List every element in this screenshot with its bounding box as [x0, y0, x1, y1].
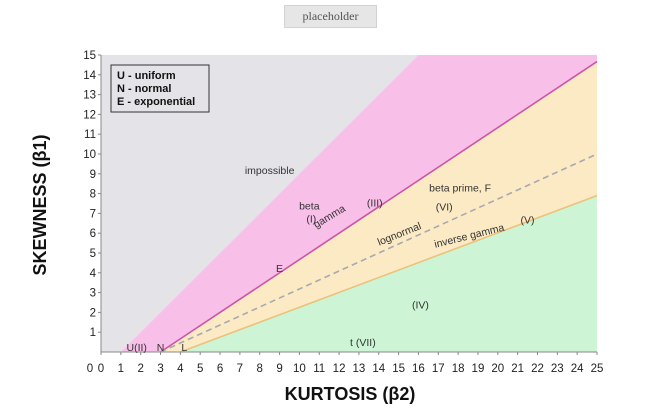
x-tick-label: 19: [472, 363, 485, 375]
origin-tick-label: 0: [87, 363, 93, 375]
gamma-line: [160, 60, 598, 353]
x-tick-label: 3: [157, 363, 163, 375]
y-tick-label: 6: [90, 228, 96, 240]
x-tick-label: 6: [217, 363, 223, 375]
legend-entry: E - exponential: [117, 96, 195, 108]
y-tick-label: 7: [90, 208, 96, 220]
x-tick-label: 9: [276, 363, 282, 375]
region-t-iv: [160, 195, 597, 352]
y-tick-label: 13: [83, 90, 96, 102]
y-tick-label: 14: [83, 70, 96, 82]
x-tick-label: 17: [432, 363, 445, 375]
y-tick-label: 9: [90, 169, 96, 181]
x-tick-label: 5: [197, 363, 203, 375]
y-tick-label: 3: [90, 288, 96, 300]
point-label: L: [181, 342, 187, 354]
annotation-label: (I): [306, 213, 316, 225]
legend-box: [110, 64, 210, 113]
y-axis-title: SKEWNESS (β1): [30, 134, 50, 275]
annotation-label: beta prime, F: [429, 183, 491, 195]
annotation-label: t (VII): [350, 337, 376, 349]
y-tick-label: 2: [90, 307, 96, 319]
x-tick-label: 2: [137, 363, 143, 375]
x-tick-label: 4: [177, 363, 184, 375]
x-tick-label: 18: [452, 363, 465, 375]
y-tick-label: 4: [90, 268, 97, 280]
legend-entry: N - normal: [117, 83, 171, 95]
annotation-label: (III): [367, 197, 383, 209]
x-tick-label: 24: [571, 363, 584, 375]
x-tick-label: 21: [511, 363, 524, 375]
x-tick-label: 8: [257, 363, 263, 375]
x-tick-label: 7: [237, 363, 243, 375]
x-tick-label: 16: [412, 363, 425, 375]
legend-entry: U - uniform: [117, 70, 176, 82]
x-tick-label: 14: [372, 363, 385, 375]
x-tick-label: 11: [313, 363, 325, 375]
placeholder-button[interactable]: placeholder: [284, 5, 377, 28]
chart-boundaries: [160, 60, 598, 353]
point-label: U(II): [127, 342, 147, 354]
y-tick-label: 15: [83, 50, 96, 62]
annotation-label: (IV): [412, 299, 429, 311]
inverse-gamma-line: [180, 194, 598, 353]
x-axis-title: KURTOSIS (β2): [285, 384, 416, 404]
region-beta: [120, 55, 597, 352]
x-tick-label: 25: [591, 363, 604, 375]
x-tick-label: 10: [293, 363, 306, 375]
point-label: E: [276, 263, 283, 275]
y-tick-label: 11: [84, 129, 96, 141]
x-tick-label: 20: [491, 363, 504, 375]
annotation-label: impossible: [245, 165, 295, 177]
chart-axes: 0 1 2 3 4 5 6 7 8 9 10 11 12 13 14 15 16 17 18 19 20 21 22 23 24…: [30, 50, 603, 404]
region-impossible: [101, 55, 419, 352]
x-tick-label: 1: [118, 363, 124, 375]
annotation-label: beta: [299, 200, 320, 212]
x-tick-label: 0: [98, 363, 104, 375]
annotation-label: (V): [521, 214, 535, 226]
y-tick-label: 1: [90, 327, 96, 339]
y-tick-label: 5: [90, 248, 96, 260]
x-tick-label: 23: [551, 363, 564, 375]
y-tick-label: 8: [90, 189, 96, 201]
x-tick-label: 12: [333, 363, 346, 375]
y-tick-label: 12: [83, 109, 96, 121]
annotation-label: (VI): [436, 201, 453, 213]
x-tick-label: 15: [392, 363, 405, 375]
x-tick-label: 13: [353, 363, 366, 375]
y-tick-label: 10: [83, 149, 96, 161]
point-label: N: [157, 342, 165, 354]
x-tick-label: 22: [531, 363, 544, 375]
